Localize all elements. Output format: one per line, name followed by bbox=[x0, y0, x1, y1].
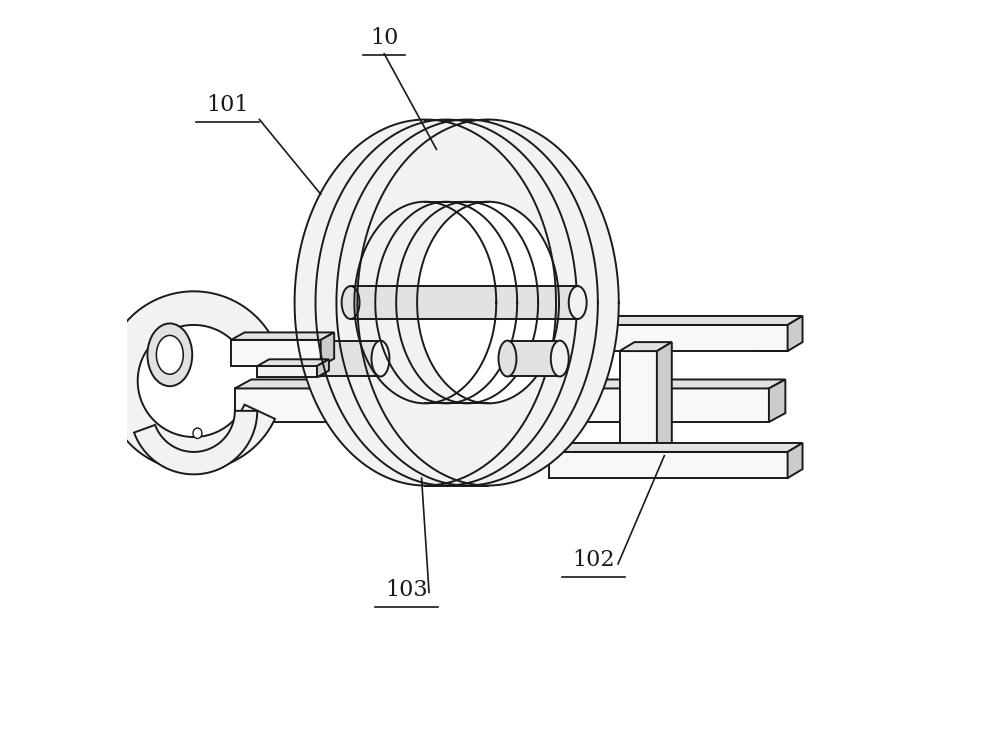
Text: 101: 101 bbox=[206, 94, 249, 116]
Polygon shape bbox=[134, 411, 257, 474]
Polygon shape bbox=[375, 202, 517, 403]
Polygon shape bbox=[319, 341, 380, 376]
Ellipse shape bbox=[372, 341, 389, 376]
Polygon shape bbox=[235, 388, 769, 422]
Polygon shape bbox=[549, 325, 788, 351]
Polygon shape bbox=[257, 359, 329, 366]
Polygon shape bbox=[507, 341, 560, 376]
Polygon shape bbox=[354, 202, 496, 403]
Polygon shape bbox=[316, 120, 577, 486]
Text: 102: 102 bbox=[572, 550, 615, 571]
Ellipse shape bbox=[310, 341, 328, 376]
Polygon shape bbox=[257, 366, 317, 377]
Polygon shape bbox=[549, 452, 788, 478]
Ellipse shape bbox=[147, 323, 192, 386]
Text: 103: 103 bbox=[385, 580, 428, 601]
Polygon shape bbox=[336, 120, 598, 486]
Polygon shape bbox=[357, 120, 619, 486]
Ellipse shape bbox=[499, 341, 516, 376]
Polygon shape bbox=[788, 316, 803, 351]
Polygon shape bbox=[403, 390, 463, 412]
Polygon shape bbox=[396, 202, 538, 403]
Polygon shape bbox=[104, 291, 275, 471]
Polygon shape bbox=[657, 342, 672, 456]
Polygon shape bbox=[231, 340, 321, 366]
Polygon shape bbox=[295, 120, 556, 486]
Polygon shape bbox=[620, 351, 657, 456]
Ellipse shape bbox=[342, 286, 360, 319]
Ellipse shape bbox=[551, 341, 569, 376]
Polygon shape bbox=[463, 384, 473, 412]
Polygon shape bbox=[417, 202, 559, 403]
Polygon shape bbox=[235, 379, 785, 388]
Polygon shape bbox=[769, 379, 785, 422]
Polygon shape bbox=[788, 443, 803, 478]
Text: 10: 10 bbox=[370, 27, 398, 49]
Polygon shape bbox=[549, 443, 803, 452]
Polygon shape bbox=[549, 316, 803, 325]
Polygon shape bbox=[620, 342, 672, 351]
Polygon shape bbox=[126, 0, 874, 747]
Ellipse shape bbox=[569, 286, 587, 319]
Polygon shape bbox=[317, 359, 329, 377]
Polygon shape bbox=[351, 286, 578, 319]
Ellipse shape bbox=[193, 428, 202, 438]
Ellipse shape bbox=[156, 335, 183, 374]
Polygon shape bbox=[321, 332, 334, 366]
Polygon shape bbox=[403, 384, 473, 390]
Polygon shape bbox=[231, 332, 334, 340]
